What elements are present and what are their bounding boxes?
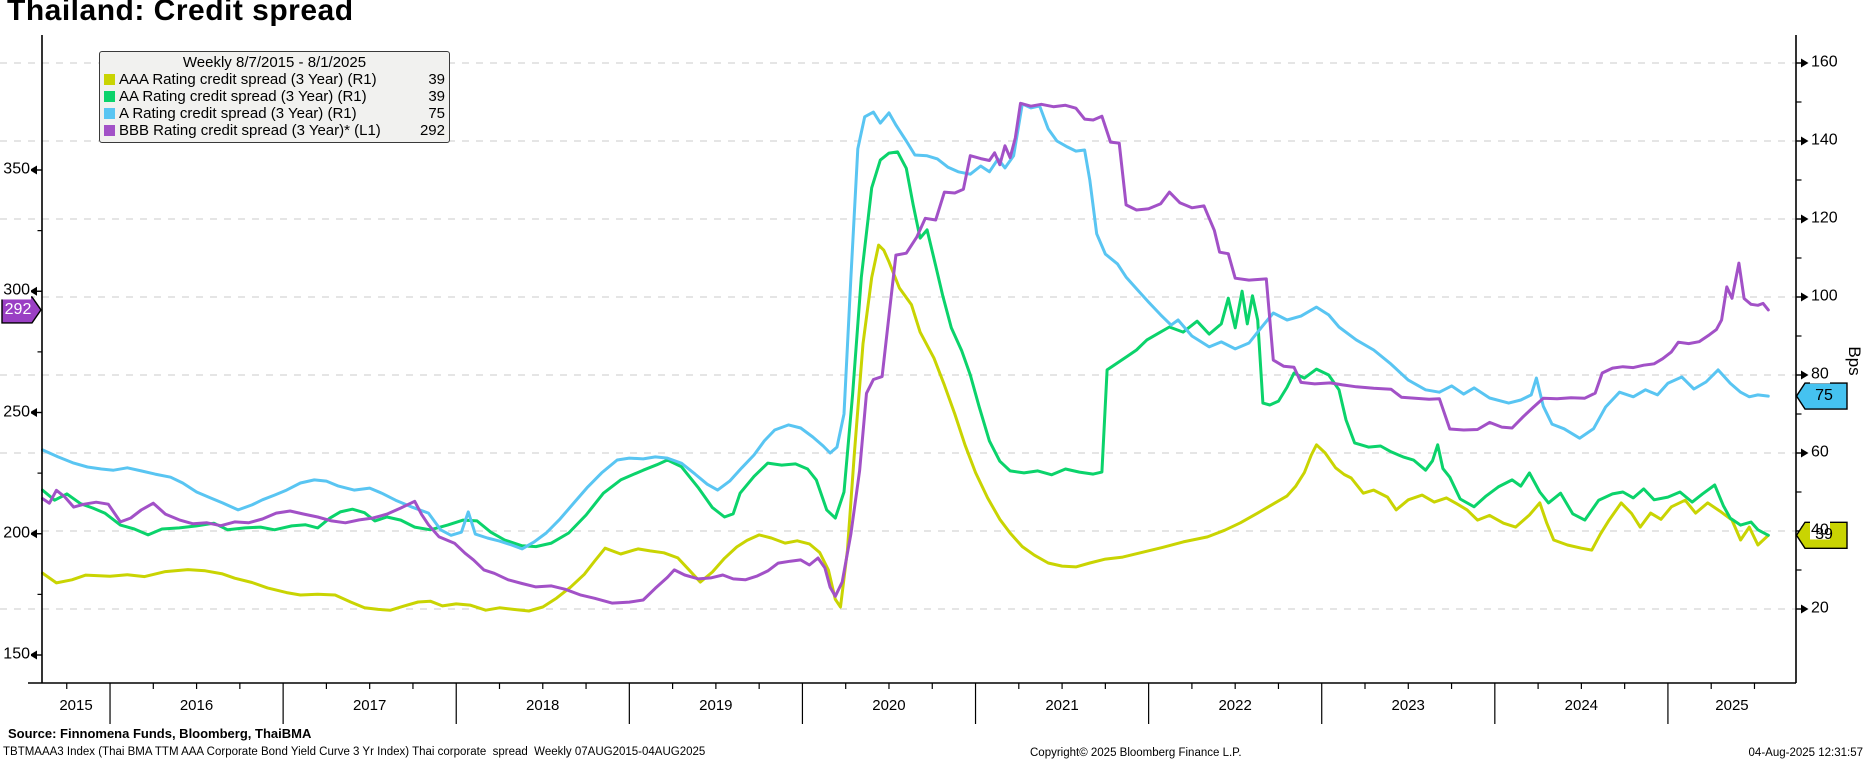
right-axis-tick-140: 140 (1810, 131, 1839, 150)
legend-item-aa[interactable]: AA Rating credit spread (3 Year) (R1) 39 (104, 88, 445, 105)
timestamp-text: 04-Aug-2025 12:31:57 (1748, 747, 1863, 759)
x-axis-year-2018: 2018 (526, 697, 560, 714)
x-axis-year-2021: 2021 (1045, 697, 1079, 714)
right-axis-unit-label: Bps (1845, 346, 1864, 376)
x-axis-year-2015: 2015 (59, 697, 93, 714)
series-swatch-aaa (104, 74, 115, 85)
right-axis-tick-100: 100 (1810, 287, 1839, 306)
legend-item-a[interactable]: A Rating credit spread (3 Year) (R1) 75 (104, 105, 445, 122)
last-value-badge-aaa: 39 (1815, 526, 1833, 544)
x-axis-year-2022: 2022 (1218, 697, 1252, 714)
series-swatch-aa (104, 91, 115, 102)
last-value-badge-bbb: 292 (4, 300, 32, 318)
x-axis-year-2020: 2020 (872, 697, 906, 714)
legend-item-aaa[interactable]: AAA Rating credit spread (3 Year) (R1) 3… (104, 71, 445, 88)
index-note-text: TBTMAAA3 Index (Thai BMA TTM AAA Corpora… (3, 746, 706, 758)
x-axis-year-2025: 2025 (1715, 697, 1749, 714)
legend-item-value: 39 (428, 71, 445, 88)
series-line-1 (41, 150, 1770, 549)
right-axis-tick-40: 40 (1810, 521, 1830, 540)
right-axis-tick-120: 120 (1810, 209, 1839, 228)
last-value-badge-a: 75 (1815, 387, 1833, 405)
legend-item-value: 292 (419, 122, 445, 139)
legend-item-label: AA Rating credit spread (3 Year) (R1) (119, 88, 367, 105)
right-axis-tick-20: 20 (1810, 599, 1830, 618)
left-axis-tick-250: 250 (0, 402, 31, 421)
legend-box: Weekly 8/7/2015 - 8/1/2025 AAA Rating cr… (99, 51, 450, 143)
legend-item-value: 75 (428, 105, 445, 122)
legend-item-label: AAA Rating credit spread (3 Year) (R1) (119, 71, 377, 88)
legend-item-label: BBB Rating credit spread (3 Year)* (L1) (119, 122, 381, 139)
copyright-text: Copyright© 2025 Bloomberg Finance L.P. (1030, 747, 1242, 759)
page-title: Thailand: Credit spread (7, 0, 354, 27)
series-line-3 (41, 101, 1770, 605)
right-axis-tick-60: 60 (1810, 443, 1830, 462)
series-swatch-a (104, 108, 115, 119)
left-axis-tick-350: 350 (0, 160, 31, 179)
right-axis-tick-160: 160 (1810, 53, 1839, 72)
series-swatch-bbb (104, 125, 115, 136)
right-axis-tick-80: 80 (1810, 365, 1830, 384)
legend-item-bbb[interactable]: BBB Rating credit spread (3 Year)* (L1) … (104, 122, 445, 139)
x-axis-year-2016: 2016 (179, 697, 214, 714)
left-axis-tick-300: 300 (0, 281, 31, 300)
series-line-0 (41, 243, 1770, 613)
x-axis-year-2017: 2017 (352, 697, 387, 714)
source-text: Source: Finnomena Funds, Bloomberg, Thai… (8, 726, 312, 741)
series-line-2 (41, 102, 1770, 551)
left-axis-tick-150: 150 (0, 645, 31, 664)
legend-item-value: 39 (428, 88, 445, 105)
x-axis-year-2019: 2019 (699, 697, 733, 714)
x-axis-year-2024: 2024 (1564, 697, 1599, 714)
x-axis-year-2023: 2023 (1391, 697, 1425, 714)
legend-period: Weekly 8/7/2015 - 8/1/2025 (182, 54, 367, 71)
left-axis-tick-200: 200 (0, 524, 31, 543)
legend-item-label: A Rating credit spread (3 Year) (R1) (119, 105, 357, 122)
